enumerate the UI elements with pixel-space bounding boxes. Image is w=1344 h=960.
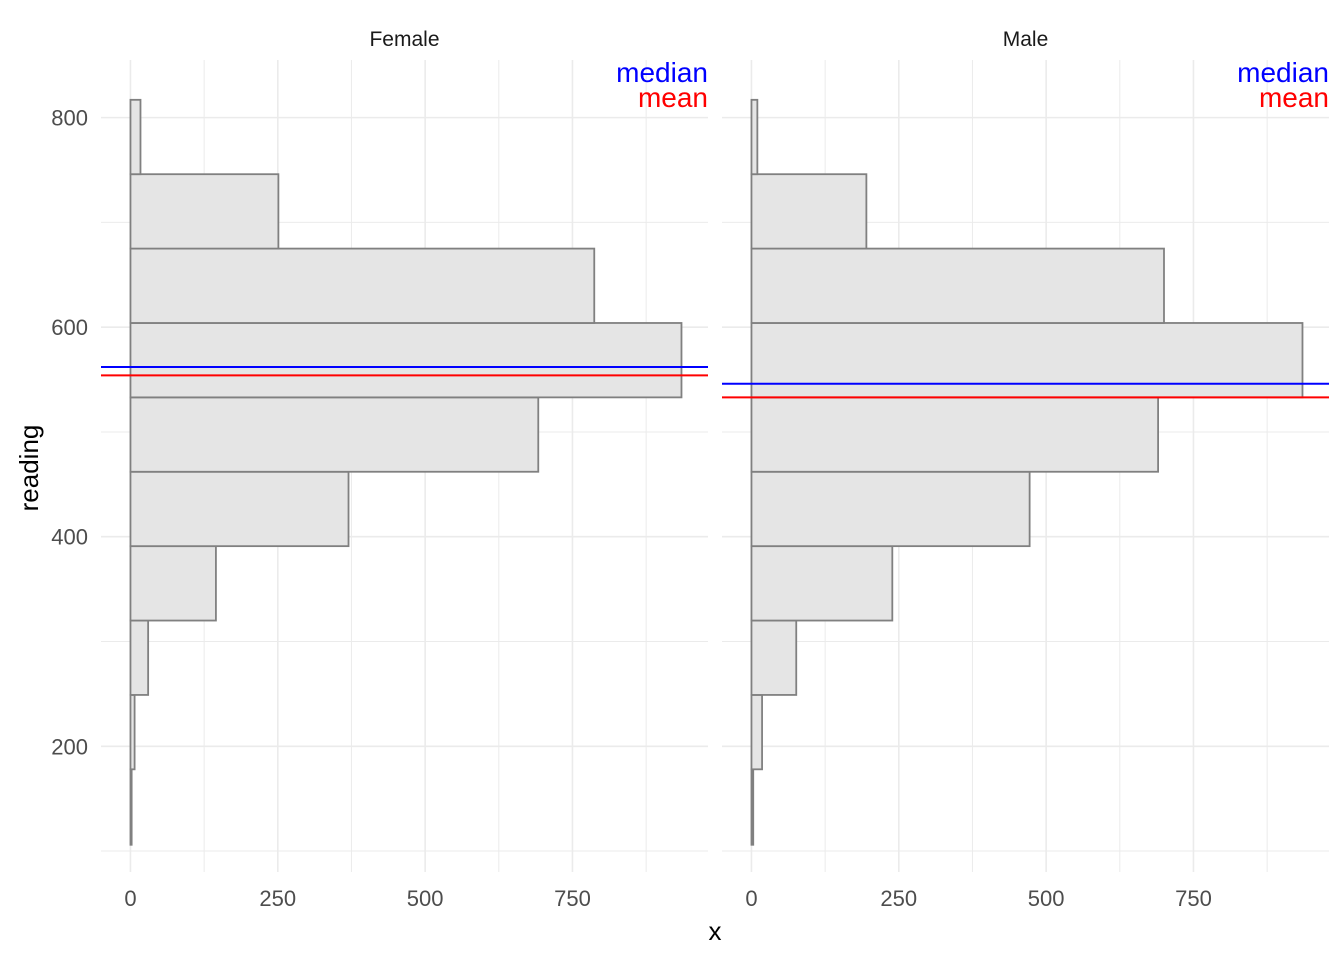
histogram-bar-male	[750, 173, 868, 250]
x-tick-label: 250	[259, 886, 296, 911]
histogram-bar-male	[750, 545, 894, 622]
y-axis-title: reading	[14, 425, 44, 512]
histogram-bar-male	[750, 396, 1159, 473]
histogram-bar-female	[129, 396, 540, 473]
histogram-bar-female	[129, 619, 150, 696]
y-tick-label: 800	[51, 106, 88, 131]
histogram-bar-female	[129, 694, 136, 771]
x-tick-label: 750	[554, 886, 591, 911]
histogram-bar-male	[750, 322, 1304, 399]
x-tick-label: 500	[1028, 886, 1065, 911]
median-label-male: median	[1237, 57, 1329, 88]
histogram-bar-female	[129, 768, 133, 846]
histogram-bar-female	[129, 470, 350, 548]
x-tick-label: 500	[407, 886, 444, 911]
x-tick-label: 0	[124, 886, 136, 911]
x-tick-label: 250	[880, 886, 917, 911]
histogram-bar-male	[750, 768, 755, 846]
panel-title-male: Male	[1003, 28, 1049, 51]
x-tick-label: 0	[745, 886, 757, 911]
histogram-bar-male	[750, 694, 763, 771]
histogram-bar-male	[750, 247, 1165, 324]
x-axis-title: x	[709, 916, 722, 946]
histogram-bar-male	[750, 619, 798, 696]
histogram-bar-female	[129, 545, 217, 622]
y-tick-label: 400	[51, 525, 88, 550]
histogram-bar-female	[129, 247, 596, 324]
histogram-bar-male	[750, 98, 759, 176]
y-tick-label: 600	[51, 315, 88, 340]
x-tick-label: 750	[1175, 886, 1212, 911]
histogram-bar-female	[129, 98, 142, 176]
mean-label-male: mean	[1259, 82, 1329, 113]
histogram-bar-male	[750, 470, 1031, 548]
y-tick-label: 200	[51, 734, 88, 759]
panel-title-female: Female	[369, 28, 439, 51]
mean-label-female: mean	[638, 82, 708, 113]
histogram-bar-female	[129, 322, 683, 399]
median-label-female: median	[616, 57, 708, 88]
histogram-bar-female	[129, 173, 280, 250]
